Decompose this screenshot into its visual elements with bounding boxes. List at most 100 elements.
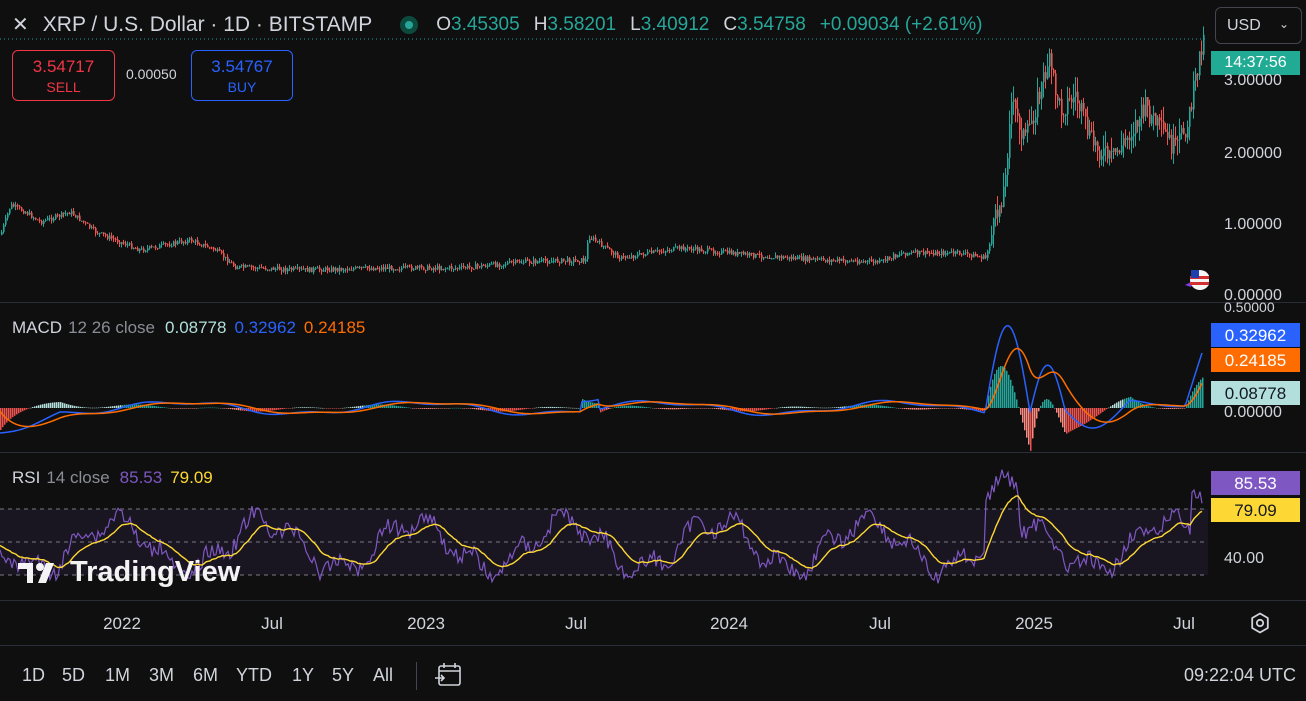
histogram-bar (776, 407, 778, 409)
histogram-bar (350, 407, 352, 408)
candle (739, 251, 741, 255)
histogram-bar (1062, 408, 1064, 428)
candle (769, 254, 771, 259)
buy-button[interactable]: 3.54767 BUY (191, 50, 293, 101)
candle (331, 265, 333, 273)
market-status-icon[interactable] (400, 15, 419, 34)
histogram-bar (446, 408, 448, 409)
histogram-bar (784, 406, 786, 408)
candle (741, 251, 743, 257)
candle (991, 225, 993, 246)
candle (7, 212, 9, 221)
candle (733, 250, 735, 256)
currency-select[interactable]: USD ⌄ (1215, 7, 1302, 44)
range-all-button[interactable]: All (373, 665, 394, 685)
candle (69, 211, 71, 215)
candle (1069, 87, 1071, 102)
candle (447, 267, 449, 270)
candle (23, 209, 25, 215)
range-5d-button[interactable]: 5D (62, 665, 86, 685)
histogram-bar (844, 406, 846, 408)
histogram-bar (780, 407, 782, 408)
histogram-bar (754, 408, 756, 411)
flag-icon[interactable] (1183, 267, 1209, 293)
rsi-pane[interactable] (0, 455, 1208, 599)
main-chart[interactable] (0, 0, 1208, 600)
histogram-bar (700, 408, 702, 409)
histogram-bar (432, 408, 434, 409)
histogram-bar (166, 407, 168, 409)
rsi-legend[interactable]: RSI 14 close 85.53 79.09 (12, 468, 213, 487)
histogram-bar (74, 405, 76, 408)
range-1m-button[interactable]: 1M (105, 665, 131, 685)
histogram-bar (356, 406, 358, 408)
histogram-bar (946, 408, 948, 409)
histogram-bar (514, 408, 516, 411)
candle (155, 244, 157, 251)
candle (711, 248, 713, 251)
candle (419, 264, 421, 271)
close-icon[interactable]: ✕ (12, 14, 29, 36)
candle (773, 258, 775, 260)
candle (939, 250, 941, 257)
candle (785, 255, 787, 258)
histogram-bar (760, 408, 762, 411)
macd-pane[interactable] (0, 304, 1208, 452)
clock[interactable]: 09:22:04 UTC (1183, 665, 1296, 685)
symbol-title[interactable]: XRP / U.S. Dollar · 1D · BITSTAMP (42, 12, 373, 36)
candle (1011, 92, 1013, 139)
histogram-bar (1178, 408, 1180, 409)
tradingview-logo[interactable]: TradingView (18, 556, 240, 589)
histogram-bar (664, 408, 666, 410)
candle (537, 260, 539, 264)
candle (251, 264, 253, 271)
histogram-bar (662, 408, 664, 409)
histogram-bar (524, 408, 526, 410)
range-5y-button[interactable]: 5Y (332, 665, 355, 685)
histogram-bar (538, 407, 540, 408)
candle (1089, 119, 1091, 139)
candle (557, 256, 559, 263)
histogram-bar (40, 404, 42, 408)
range-ytd-button[interactable]: YTD (236, 665, 272, 685)
histogram-bar (798, 406, 800, 408)
histogram-bar (158, 406, 160, 408)
histogram-bar (882, 405, 884, 408)
pane-divider[interactable] (0, 302, 1306, 303)
histogram-bar (632, 405, 634, 408)
histogram-bar (576, 407, 578, 409)
calendar-range-icon[interactable] (434, 660, 464, 690)
candle (1153, 105, 1155, 131)
histogram-bar (686, 408, 688, 409)
histogram-bar (460, 407, 462, 409)
range-3m-button[interactable]: 3M (149, 665, 175, 685)
gear-icon[interactable] (1249, 612, 1271, 634)
candle (989, 242, 991, 254)
candle (525, 257, 527, 264)
histogram-bar (1064, 408, 1066, 432)
histogram-bar (1154, 407, 1156, 409)
range-1y-button[interactable]: 1Y (292, 665, 315, 685)
tradingview-icon (18, 559, 62, 587)
candle (269, 269, 271, 272)
candle (349, 267, 351, 271)
pane-divider[interactable] (0, 452, 1306, 453)
price-pane[interactable] (0, 0, 1208, 300)
candle (95, 226, 97, 237)
histogram-bar (332, 408, 334, 409)
histogram-bar (918, 408, 920, 410)
candle (243, 263, 245, 271)
sell-button[interactable]: 3.54717 SELL (12, 50, 115, 101)
candle (1059, 97, 1061, 106)
range-6m-button[interactable]: 6M (193, 665, 219, 685)
candle (1061, 89, 1063, 129)
histogram-bar (334, 408, 336, 409)
histogram-bar (120, 405, 122, 408)
histogram-bar (1156, 407, 1158, 409)
range-1d-button[interactable]: 1D (22, 665, 46, 685)
histogram-bar (286, 408, 288, 409)
candle (875, 259, 877, 265)
histogram-bar (330, 408, 332, 409)
candle (109, 232, 111, 242)
macd-legend[interactable]: MACD 12 26 close 0.08778 0.32962 0.24185 (12, 318, 366, 337)
